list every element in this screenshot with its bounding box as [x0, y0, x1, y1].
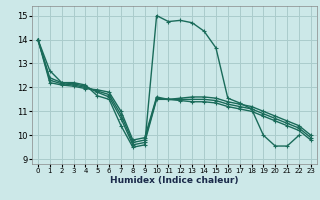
- X-axis label: Humidex (Indice chaleur): Humidex (Indice chaleur): [110, 176, 239, 185]
